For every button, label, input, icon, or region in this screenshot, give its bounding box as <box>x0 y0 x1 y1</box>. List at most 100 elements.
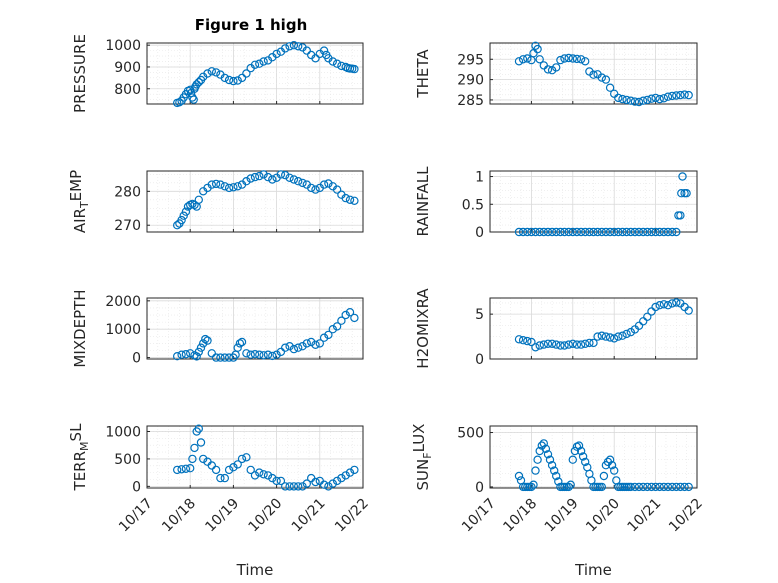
data-point <box>246 350 255 359</box>
data-point <box>255 350 264 359</box>
data-point <box>281 44 290 53</box>
data-point <box>539 340 549 349</box>
y-tick-label: 1000 <box>105 424 141 440</box>
data-point <box>610 334 619 343</box>
data-point <box>593 332 602 341</box>
x-tick-label: 10/19 <box>202 496 242 536</box>
data-point <box>672 298 681 307</box>
data-point <box>233 76 242 85</box>
data-point <box>622 95 631 105</box>
data-point <box>332 59 342 68</box>
y-tick-label: 1 <box>475 170 484 186</box>
data-point <box>599 471 609 481</box>
data-point <box>568 455 578 464</box>
data-point <box>246 465 255 475</box>
data-point <box>601 75 611 84</box>
data-point <box>518 336 528 345</box>
data-point <box>276 170 286 179</box>
x-tick-label: 10/20 <box>583 496 623 536</box>
data-point <box>547 339 557 348</box>
data-point <box>564 53 573 63</box>
y-axis-label: THETA <box>414 49 432 99</box>
data-point <box>663 301 673 310</box>
data-point <box>626 96 636 105</box>
axes-border <box>146 297 364 360</box>
data-point <box>246 174 255 183</box>
data-point <box>614 93 623 103</box>
x-tick-label: 10/21 <box>625 496 665 536</box>
data-point <box>311 477 320 487</box>
data-point <box>259 470 268 479</box>
data-point <box>194 424 203 433</box>
data-point <box>281 343 290 352</box>
data-point <box>564 340 573 349</box>
data-point <box>298 482 307 491</box>
data-point <box>332 185 342 194</box>
data-point <box>211 465 221 475</box>
data-point <box>576 446 586 456</box>
data-point <box>250 172 260 182</box>
x-axis-label: Time <box>574 561 612 579</box>
data-point <box>272 350 281 359</box>
data-point <box>576 55 586 64</box>
data-point <box>668 299 677 308</box>
data-point <box>626 482 636 492</box>
axes-border <box>489 425 698 489</box>
data-point <box>572 54 582 64</box>
y-tick-label: 900 <box>114 60 141 76</box>
data-point <box>194 77 203 87</box>
data-point <box>618 94 627 104</box>
data-point <box>341 471 350 480</box>
data-point <box>614 332 623 341</box>
data-point <box>350 465 359 475</box>
data-point <box>574 441 584 450</box>
data-point <box>659 482 669 492</box>
y-tick-label: 0.5 <box>462 197 484 213</box>
data-point <box>259 351 268 360</box>
data-point <box>211 353 221 362</box>
data-point <box>607 461 617 470</box>
data-point <box>237 337 247 347</box>
data-point <box>185 464 195 473</box>
data-point <box>328 325 337 334</box>
data-point <box>188 93 197 102</box>
data-point <box>518 227 528 237</box>
data-point <box>177 215 186 225</box>
data-point <box>527 482 536 492</box>
data-point <box>235 339 245 348</box>
data-point <box>250 471 260 480</box>
data-point <box>578 452 588 461</box>
data-point <box>250 60 260 70</box>
data-point <box>211 179 221 189</box>
data-point <box>216 473 225 483</box>
data-point <box>572 340 582 349</box>
data-point <box>676 211 685 220</box>
data-point <box>285 342 294 351</box>
data-point <box>224 75 234 85</box>
data-point <box>550 466 559 475</box>
data-point <box>324 482 333 491</box>
data-point <box>272 49 281 59</box>
data-point <box>527 227 536 237</box>
data-point <box>285 173 294 182</box>
data-point <box>172 465 182 475</box>
data-point <box>192 80 201 89</box>
x-tick-label: 10/22 <box>666 496 706 536</box>
data-point <box>272 476 281 486</box>
data-point <box>651 93 660 103</box>
data-point <box>276 347 286 357</box>
data-point <box>564 227 573 237</box>
x-tick-label: 10/18 <box>159 496 199 536</box>
data-point <box>639 227 648 237</box>
figure-title: Figure 1 high <box>195 16 308 34</box>
data-point <box>663 227 673 237</box>
data-point <box>281 482 290 491</box>
data-point <box>203 69 212 78</box>
data-point <box>216 180 225 189</box>
data-point <box>531 343 540 352</box>
data-point <box>655 227 664 237</box>
data-point <box>298 178 307 188</box>
data-point <box>196 438 206 447</box>
data-point <box>294 42 303 51</box>
data-point <box>651 482 660 492</box>
